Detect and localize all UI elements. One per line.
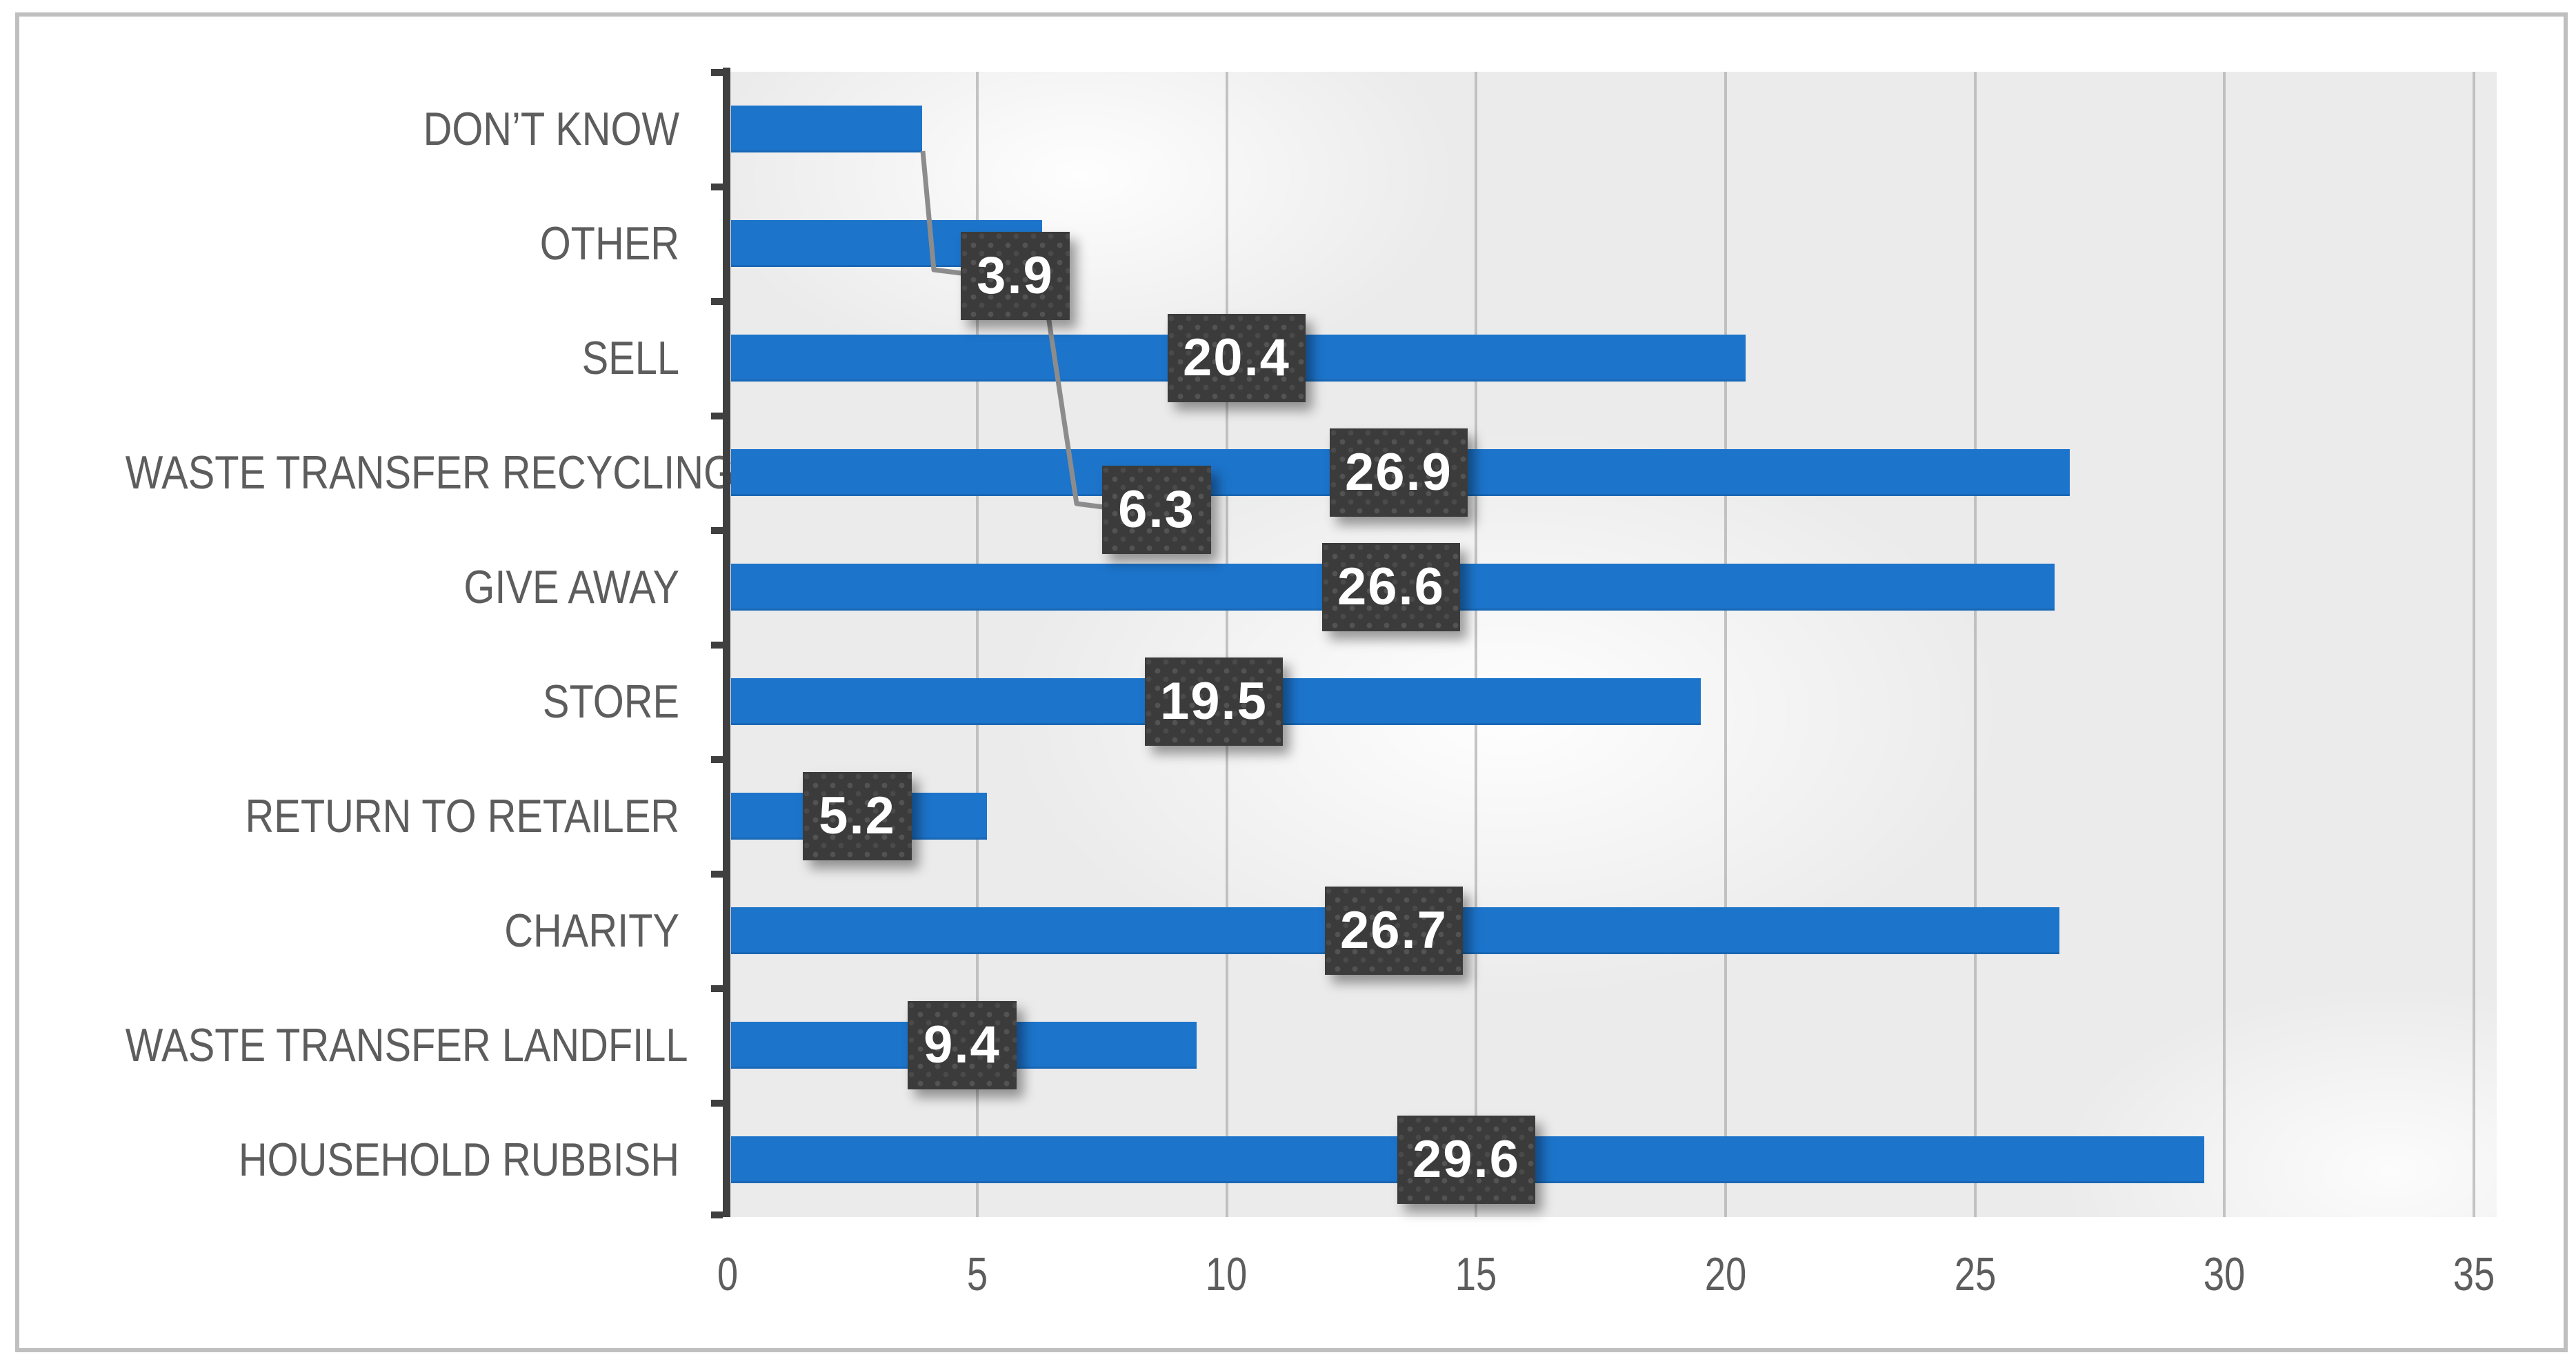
data-label-other: 6.3 [1102,466,1211,554]
data-label-store: 19.5 [1145,657,1283,746]
gridline-30 [2223,72,2226,1217]
y-axis-tick [711,184,723,190]
x-tick-label: 5 [966,1248,988,1300]
gridline-35 [2473,72,2475,1217]
data-label-return-to-retailer: 5.2 [803,772,912,860]
bar-dont-know [731,106,922,152]
x-tick-label: 35 [2453,1248,2495,1300]
y-axis-tick [711,871,723,878]
y-axis-tick [711,756,723,763]
data-label-charity: 26.7 [1325,887,1463,975]
y-axis-tick [711,413,723,419]
gridline-5 [976,72,979,1217]
category-label: SELL [581,332,679,384]
category-label: GIVE AWAY [463,561,679,613]
y-axis-tick [711,527,723,534]
data-label-sell: 20.4 [1168,314,1306,402]
gridline-10 [1226,72,1228,1217]
category-label: WASTE TRANSFER LANDFILL [125,1019,688,1071]
category-label: DON’T KNOW [423,103,679,155]
y-axis-tick [711,985,723,992]
gridline-15 [1475,72,1477,1217]
y-axis-tick [711,1211,723,1218]
x-tick-label: 20 [1704,1248,1747,1300]
y-axis-tick [711,69,723,76]
category-label: CHARITY [504,904,679,957]
y-axis-tick [711,642,723,649]
x-tick-label: 0 [717,1248,739,1300]
data-label-waste-transfer-landfill: 9.4 [908,1001,1017,1089]
data-label-give-away: 26.6 [1322,543,1460,631]
gridline-25 [1974,72,1977,1217]
y-axis-line [723,68,730,1217]
x-tick-label: 10 [1205,1248,1248,1300]
category-label: HOUSEHOLD RUBBISH [238,1134,679,1186]
category-label: RETURN TO RETAILER [245,790,680,842]
y-axis-tick [711,1100,723,1107]
category-label: WASTE TRANSFER RECYCLING [125,446,735,499]
data-label-waste-transfer-recycling: 26.9 [1330,428,1468,517]
x-tick-label: 15 [1455,1248,1497,1300]
x-tick-label: 30 [2203,1248,2246,1300]
data-label-dont-know: 3.9 [961,232,1070,320]
gridline-20 [1724,72,1727,1217]
category-label: STORE [542,675,679,728]
data-label-household-rubbish: 29.6 [1397,1116,1535,1204]
y-axis-tick [711,298,723,305]
category-label: OTHER [539,217,679,270]
x-tick-label: 25 [1954,1248,1997,1300]
